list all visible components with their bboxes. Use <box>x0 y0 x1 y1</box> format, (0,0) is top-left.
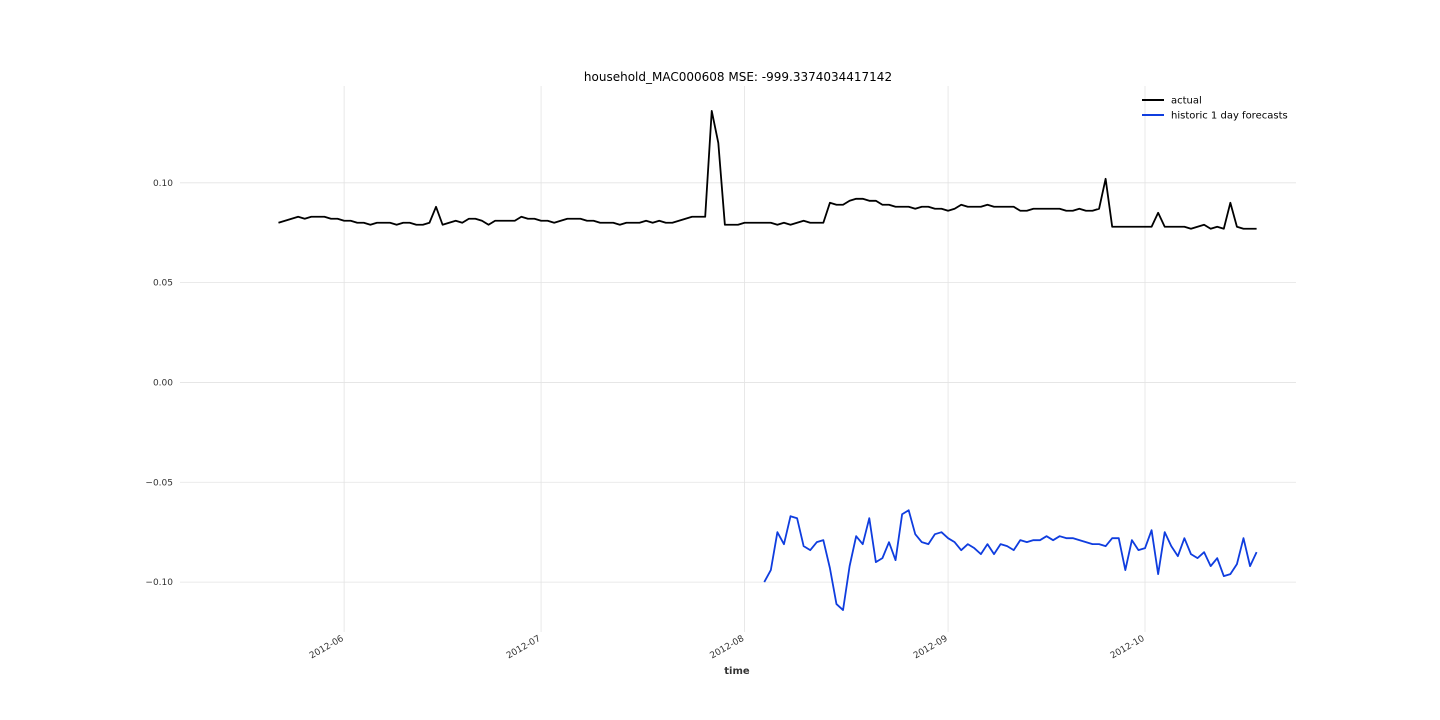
x-tick-label: 2012-07 <box>505 634 543 661</box>
x-tick-label: 2012-09 <box>912 634 950 662</box>
axes: 0.10 0.05 0.00 −0.05 −0.10 2012-06 2012-07 2012… <box>145 179 1146 662</box>
grid <box>180 86 1296 632</box>
y-tick-label: 0.05 <box>153 279 173 289</box>
x-axis-label: time <box>724 666 750 677</box>
series-line-actual <box>278 110 1257 230</box>
x-tick-label: 2012-08 <box>708 634 746 662</box>
y-tick-label: −0.10 <box>145 578 173 588</box>
chart-title: household_MAC000608 MSE: -999.3374034417… <box>584 70 892 84</box>
legend: actual historic 1 day forecasts <box>1142 96 1288 122</box>
series-line-historic-1-day-forecasts <box>763 509 1258 611</box>
x-tick-label: 2012-06 <box>308 634 346 662</box>
legend-label-actual: actual <box>1171 96 1202 107</box>
legend-label-forecast: historic 1 day forecasts <box>1171 111 1288 122</box>
y-tick-label: 0.10 <box>153 179 173 189</box>
y-tick-label: −0.05 <box>145 478 173 488</box>
x-tick-label: 2012-10 <box>1109 634 1147 662</box>
series-lines <box>278 110 1258 611</box>
y-tick-label: 0.00 <box>153 378 173 388</box>
